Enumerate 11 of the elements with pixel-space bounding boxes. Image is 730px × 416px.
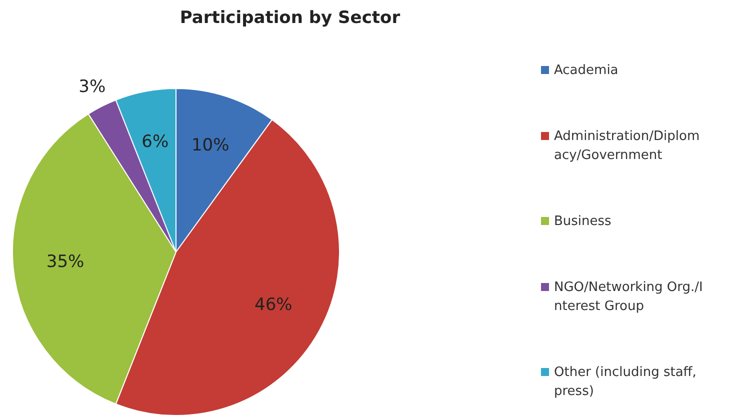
chart-title: Participation by Sector xyxy=(178,8,402,28)
data-label: 35% xyxy=(46,252,84,272)
legend-label: NGO/Networking Org./Interest Group xyxy=(554,279,704,316)
legend-label: Other (including staff,press) xyxy=(554,364,698,402)
data-label: 46% xyxy=(254,294,292,315)
data-label: 3% xyxy=(78,76,106,97)
legend-label: Business xyxy=(554,213,612,232)
data-label: 10% xyxy=(191,136,230,156)
data-label: 6% xyxy=(142,132,169,152)
legend-label: Administration/Diplomacy/Government xyxy=(554,128,701,165)
legend-label: Academia xyxy=(554,62,620,80)
